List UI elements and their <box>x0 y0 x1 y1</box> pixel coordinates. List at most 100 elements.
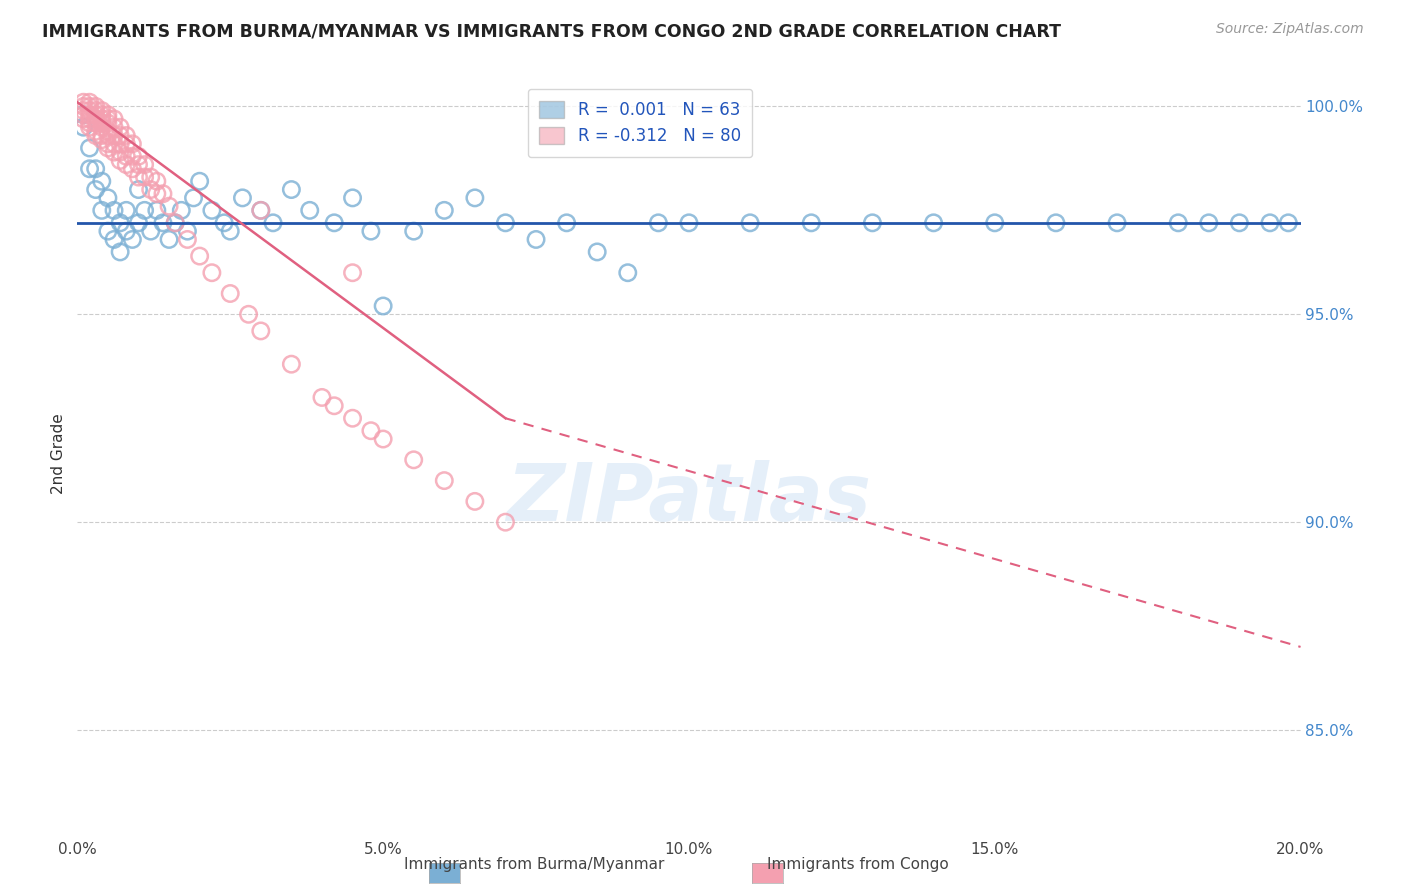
Point <box>79 103 101 118</box>
Point <box>127 183 149 197</box>
Point <box>298 203 321 218</box>
Point <box>201 266 224 280</box>
Point <box>97 112 120 126</box>
Point <box>72 120 94 135</box>
Point <box>1277 216 1299 230</box>
Point <box>360 424 382 438</box>
Point <box>79 116 101 130</box>
Point <box>97 108 120 122</box>
Point <box>495 216 517 230</box>
Point <box>84 108 107 122</box>
Point <box>127 158 149 172</box>
Point <box>212 216 235 230</box>
Point <box>90 116 112 130</box>
Point <box>134 203 156 218</box>
Point <box>176 224 198 238</box>
Point <box>524 232 547 246</box>
Point <box>72 103 94 118</box>
Point <box>84 161 107 176</box>
Point <box>464 191 486 205</box>
Point <box>984 216 1007 230</box>
Point <box>231 191 253 205</box>
Point <box>342 266 364 280</box>
Point <box>90 112 112 126</box>
Point <box>97 191 120 205</box>
Point <box>219 224 242 238</box>
Legend: R =  0.001   N = 63, R = -0.312   N = 80: R = 0.001 N = 63, R = -0.312 N = 80 <box>527 89 752 157</box>
Point <box>84 112 107 126</box>
Point <box>323 399 346 413</box>
Point <box>146 174 169 188</box>
Point <box>183 191 205 205</box>
Point <box>647 216 669 230</box>
Point <box>72 108 94 122</box>
Point <box>127 149 149 163</box>
Point <box>152 216 174 230</box>
Point <box>678 216 700 230</box>
Point <box>139 183 162 197</box>
Point <box>740 216 762 230</box>
Point <box>84 99 107 113</box>
Point <box>79 108 101 122</box>
Point <box>72 112 94 126</box>
Point <box>464 494 486 508</box>
Point <box>121 232 143 246</box>
Point <box>146 203 169 218</box>
Point <box>262 216 284 230</box>
Point <box>72 108 94 122</box>
Point <box>146 186 169 201</box>
Point <box>108 136 131 151</box>
Point <box>108 153 131 168</box>
Point <box>115 158 138 172</box>
Point <box>103 136 125 151</box>
Point <box>84 103 107 118</box>
Point <box>90 108 112 122</box>
Point <box>176 232 198 246</box>
Point <box>402 224 425 238</box>
Point <box>115 149 138 163</box>
Point <box>79 112 101 126</box>
Point <box>84 183 107 197</box>
Point <box>90 174 112 188</box>
Point <box>1045 216 1067 230</box>
Point <box>862 216 884 230</box>
Point <box>103 112 125 126</box>
Point <box>108 145 131 160</box>
Point <box>617 266 640 280</box>
Point <box>121 136 143 151</box>
Point <box>170 203 193 218</box>
Text: IMMIGRANTS FROM BURMA/MYANMAR VS IMMIGRANTS FROM CONGO 2ND GRADE CORRELATION CHA: IMMIGRANTS FROM BURMA/MYANMAR VS IMMIGRA… <box>42 22 1062 40</box>
Point <box>495 515 517 529</box>
Point <box>79 120 101 135</box>
Point <box>139 224 162 238</box>
Point <box>97 224 120 238</box>
Point <box>1107 216 1129 230</box>
Point <box>201 203 224 218</box>
Point <box>188 249 211 263</box>
Point <box>922 216 945 230</box>
Point <box>1229 216 1251 230</box>
Point <box>134 158 156 172</box>
Point <box>103 203 125 218</box>
Point <box>139 170 162 185</box>
Point <box>433 203 456 218</box>
Point <box>188 174 211 188</box>
Point <box>108 128 131 143</box>
Point <box>323 216 346 230</box>
Point <box>121 149 143 163</box>
Point <box>402 452 425 467</box>
Text: Source: ZipAtlas.com: Source: ZipAtlas.com <box>1216 22 1364 37</box>
Point <box>1167 216 1189 230</box>
Point <box>157 199 180 213</box>
Point <box>360 224 382 238</box>
Point <box>115 128 138 143</box>
Point <box>97 124 120 138</box>
Y-axis label: 2nd Grade: 2nd Grade <box>51 413 66 494</box>
Point <box>84 124 107 138</box>
Point <box>90 120 112 135</box>
Point <box>79 99 101 113</box>
Point <box>250 203 273 218</box>
Point <box>342 191 364 205</box>
Point <box>157 232 180 246</box>
Point <box>108 216 131 230</box>
